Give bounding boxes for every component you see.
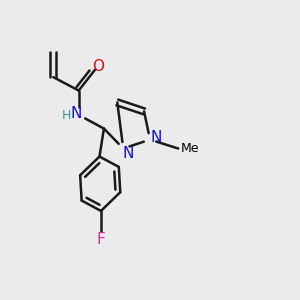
Text: N: N — [70, 106, 81, 121]
Text: N: N — [150, 130, 162, 145]
Text: O: O — [93, 59, 105, 74]
Text: N: N — [122, 146, 134, 161]
Text: F: F — [97, 232, 105, 247]
Text: Me: Me — [181, 142, 200, 155]
Text: H: H — [61, 109, 71, 122]
